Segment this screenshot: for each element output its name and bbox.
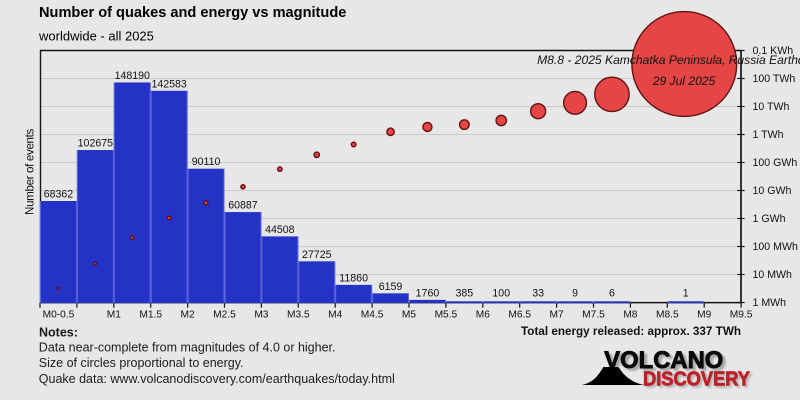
svg-text:M9: M9 <box>697 310 711 321</box>
svg-text:M7: M7 <box>550 310 564 321</box>
svg-text:M1: M1 <box>107 310 121 321</box>
svg-text:DISCOVERY: DISCOVERY <box>643 368 751 390</box>
svg-text:148190: 148190 <box>115 70 150 82</box>
svg-text:29 Jul 2025: 29 Jul 2025 <box>652 74 716 88</box>
svg-text:102675: 102675 <box>78 138 113 150</box>
svg-text:VOLCANO: VOLCANO <box>607 351 726 377</box>
svg-text:M2: M2 <box>181 310 195 321</box>
svg-text:Number of quakes and energy vs: Number of quakes and energy vs magnitude <box>39 5 346 21</box>
svg-text:DISCOVERY: DISCOVERY <box>645 370 753 392</box>
svg-text:M8.8 - 2025 Kamchatka Peninsul: M8.8 - 2025 Kamchatka Peninsula, Russia … <box>537 53 800 67</box>
svg-text:1 GWh: 1 GWh <box>753 213 786 225</box>
svg-text:6: 6 <box>609 288 615 300</box>
svg-text:worldwide - all 2025: worldwide - all 2025 <box>38 29 154 44</box>
svg-text:0.1 KWh: 0.1 KWh <box>753 45 794 57</box>
svg-text:6159: 6159 <box>379 281 403 293</box>
svg-text:M1.5: M1.5 <box>139 310 162 321</box>
svg-text:M2.5: M2.5 <box>213 310 236 321</box>
svg-text:M4: M4 <box>328 310 342 321</box>
svg-text:M3: M3 <box>254 310 268 321</box>
svg-text:10 MWh: 10 MWh <box>753 269 793 281</box>
svg-text:Notes:: Notes: <box>39 325 78 339</box>
svg-text:142583: 142583 <box>151 78 186 90</box>
svg-text:68362: 68362 <box>44 188 74 200</box>
svg-text:Quake data: www.volcanodiscove: Quake data: www.volcanodiscovery.com/ear… <box>39 372 395 386</box>
svg-text:100 GWh: 100 GWh <box>753 157 798 169</box>
svg-text:1760: 1760 <box>416 287 440 299</box>
svg-text:M4.5: M4.5 <box>361 310 384 321</box>
svg-text:M6.5: M6.5 <box>508 310 531 321</box>
svg-text:1 TWh: 1 TWh <box>753 129 784 141</box>
svg-text:9: 9 <box>572 288 578 300</box>
svg-text:100 TWh: 100 TWh <box>753 73 796 85</box>
svg-text:60887: 60887 <box>228 200 258 212</box>
svg-text:11860: 11860 <box>339 272 368 284</box>
svg-text:M7.5: M7.5 <box>582 310 605 321</box>
svg-text:Total energy released: approx.: Total energy released: approx. 337 TWh <box>521 325 741 338</box>
svg-text:100 MWh: 100 MWh <box>753 241 798 253</box>
svg-text:M8.5: M8.5 <box>656 310 679 321</box>
svg-text:1: 1 <box>683 288 689 300</box>
svg-text:M0-0.5: M0-0.5 <box>43 310 75 321</box>
svg-text:Data near-complete from magnit: Data near-complete from magnitudes of 4.… <box>39 340 336 354</box>
svg-text:Size of circles proportional t: Size of circles proportional to energy. <box>39 356 244 370</box>
svg-text:10 GWh: 10 GWh <box>753 185 792 197</box>
svg-text:1 MWh: 1 MWh <box>753 297 787 309</box>
svg-text:44508: 44508 <box>265 224 295 236</box>
svg-text:M5: M5 <box>402 310 416 321</box>
svg-text:M8: M8 <box>623 310 637 321</box>
svg-text:33: 33 <box>532 288 544 300</box>
svg-text:90110: 90110 <box>192 156 221 168</box>
svg-text:385: 385 <box>456 288 474 300</box>
svg-text:100: 100 <box>492 288 510 300</box>
svg-text:M5.5: M5.5 <box>435 310 458 321</box>
svg-text:M9.5: M9.5 <box>730 310 753 321</box>
svg-text:10 TWh: 10 TWh <box>753 101 790 113</box>
svg-text:M3.5: M3.5 <box>287 310 310 321</box>
svg-text:27725: 27725 <box>302 249 332 261</box>
svg-text:M6: M6 <box>476 310 490 321</box>
svg-text:VOLCANO: VOLCANO <box>604 348 723 374</box>
svg-text:Number of events: Number of events <box>24 128 37 214</box>
